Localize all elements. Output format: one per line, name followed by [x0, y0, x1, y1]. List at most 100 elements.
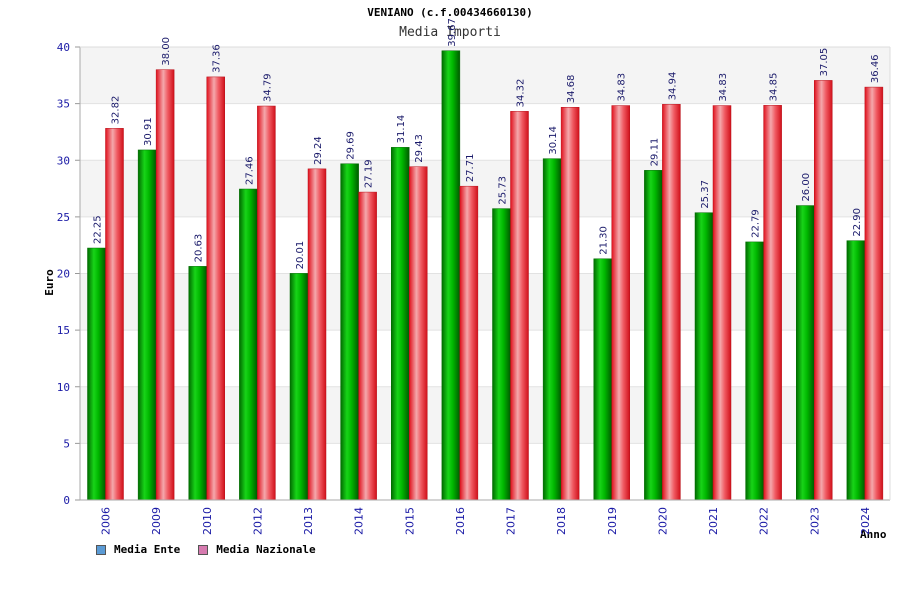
bar: [358, 191, 377, 501]
bar: [864, 86, 884, 501]
bar: [611, 105, 630, 501]
x-tick-labels: 2006 2009 2010 2012 2013 2014 2015 2016 2017 2018…: [100, 507, 872, 535]
data-label: 32.82: [111, 96, 122, 125]
data-label: 25.37: [700, 180, 711, 209]
x-tick-label: 2017: [505, 507, 518, 535]
bar: [796, 205, 815, 501]
bar: [694, 212, 714, 501]
data-label: 27.19: [364, 159, 375, 188]
legend-item-media-ente: Media Ente: [96, 543, 180, 556]
y-tick-labels: 0 5 10 15 20 25 30 35 40: [57, 41, 70, 507]
bar: [846, 240, 866, 501]
y-tick-label: 15: [57, 324, 70, 337]
data-label: 37.05: [819, 48, 830, 77]
x-tick-label: 2006: [100, 507, 113, 535]
y-tick-label: 5: [63, 437, 70, 450]
data-label: 34.79: [262, 73, 273, 102]
bar: [188, 266, 207, 501]
data-label: 22.90: [852, 208, 863, 237]
data-label: 34.94: [667, 72, 678, 101]
bar: [391, 147, 410, 501]
data-label: 25.73: [498, 176, 509, 205]
legend-label: Media Nazionale: [216, 543, 316, 556]
data-label: 37.36: [212, 44, 223, 73]
data-label: 30.14: [548, 126, 559, 155]
data-label: 34.32: [516, 79, 527, 108]
data-label: 34.83: [718, 73, 729, 102]
x-tick-label: 2010: [201, 507, 214, 535]
x-axis-label: Anno: [860, 528, 887, 541]
data-label: 34.68: [566, 75, 577, 104]
x-tick-label: 2016: [454, 507, 467, 535]
data-label: 20.01: [295, 241, 306, 270]
bar: [745, 241, 764, 501]
bar: [87, 247, 106, 501]
bar: [814, 80, 833, 501]
bar: [206, 76, 225, 501]
data-label: 27.71: [465, 154, 476, 183]
bar: [155, 69, 175, 501]
data-labels: 22.25 32.82 30.91 38.00 20.63 37.36 27.46 34.79…: [93, 18, 881, 269]
bar: [662, 104, 681, 501]
bar: [459, 185, 479, 501]
x-tick-label: 2012: [251, 507, 264, 535]
x-tick-label: 2013: [302, 507, 315, 535]
y-tick-label: 35: [57, 98, 70, 111]
x-tick-label: 2015: [403, 507, 416, 535]
bar: [340, 163, 359, 501]
bar: [441, 50, 461, 501]
chart-title: VENIANO (c.f.00434660130): [367, 6, 533, 19]
legend-label: Media Ente: [114, 543, 181, 556]
bar: [239, 188, 258, 501]
bar: [105, 128, 124, 501]
y-tick-label: 40: [57, 41, 70, 54]
data-label: 38.00: [161, 37, 172, 66]
bar: [712, 105, 732, 501]
chart-subtitle: Media Importi: [399, 25, 501, 40]
bar: [763, 105, 782, 501]
x-tick-label: 2018: [555, 507, 568, 535]
data-label: 30.91: [143, 117, 154, 146]
data-label: 29.11: [649, 138, 660, 167]
bar: [257, 105, 276, 501]
data-label: 31.14: [396, 115, 407, 144]
axes: [79, 46, 891, 501]
bars: [87, 50, 884, 501]
legend-swatch: [198, 544, 209, 555]
bar: [137, 149, 157, 501]
bar: [289, 273, 309, 501]
bar: [542, 158, 562, 501]
legend: Media Ente Media Nazionale: [96, 543, 316, 556]
bar: [492, 208, 511, 501]
data-label: 29.69: [346, 131, 357, 160]
data-label: 22.79: [751, 209, 762, 238]
legend-item-media-nazionale: Media Nazionale: [198, 543, 316, 556]
bar: [510, 111, 529, 501]
data-label: 29.24: [313, 136, 324, 165]
x-tick-label: 2021: [707, 507, 720, 535]
bar: [307, 168, 327, 501]
y-tick-label: 0: [63, 494, 70, 507]
data-label: 20.63: [194, 234, 205, 263]
data-label: 29.43: [414, 134, 425, 163]
data-label: 21.30: [599, 226, 610, 255]
x-tick-label: 2019: [606, 507, 619, 535]
y-tick-label: 20: [57, 268, 70, 281]
data-label: 36.46: [870, 54, 881, 83]
data-label: 34.85: [769, 73, 780, 102]
y-tick-label: 30: [57, 154, 70, 167]
bar: [593, 258, 612, 501]
bar: [644, 170, 663, 501]
x-tick-label: 2023: [808, 507, 821, 535]
x-tick-label: 2022: [758, 507, 771, 535]
bar: [409, 166, 428, 501]
x-tick-label: 2020: [656, 507, 669, 535]
data-label: 27.46: [244, 156, 255, 185]
y-tick-label: 10: [57, 381, 70, 394]
data-label: 39.67: [447, 18, 458, 47]
data-label: 26.00: [801, 173, 812, 202]
y-tick-label: 25: [57, 211, 70, 224]
x-tick-label: 2009: [150, 507, 163, 535]
data-label: 22.25: [93, 215, 104, 244]
